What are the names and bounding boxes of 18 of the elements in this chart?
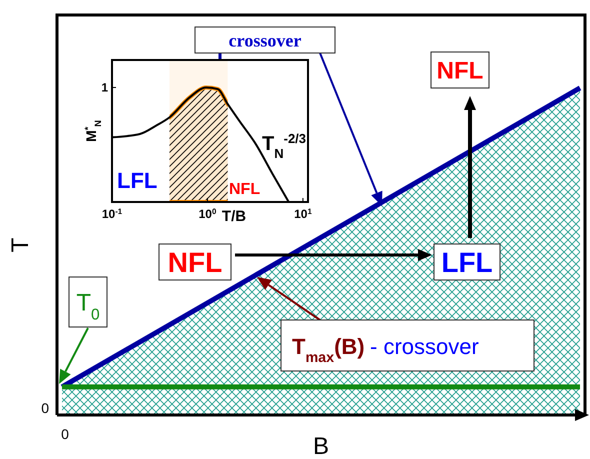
annotation: T$_{0}$ [76, 290, 100, 324]
text: NFL [436, 58, 484, 85]
x-axis-title: T/B [222, 208, 246, 225]
annotation: T$_{max}$(B) [292, 334, 365, 366]
annotation: NFL [229, 181, 260, 198]
annotation: 0 [41, 400, 50, 416]
y-axis-title: T [7, 237, 34, 252]
annotation: LFL [441, 247, 493, 278]
annotation: LFL [117, 168, 158, 193]
annotation: - crossover [370, 334, 479, 359]
x-tick-label: 10$^{0}$ [198, 206, 217, 221]
text: crossover [228, 30, 302, 50]
annotation: 1 [101, 80, 108, 94]
annotation: NFL [168, 247, 222, 278]
text: 0 [61, 426, 70, 442]
x-axis-title: B [312, 433, 330, 459]
x-tick-label: 10$^{1}$ [294, 206, 312, 221]
x-tick-label: 10$^{-1}$ [102, 206, 123, 221]
